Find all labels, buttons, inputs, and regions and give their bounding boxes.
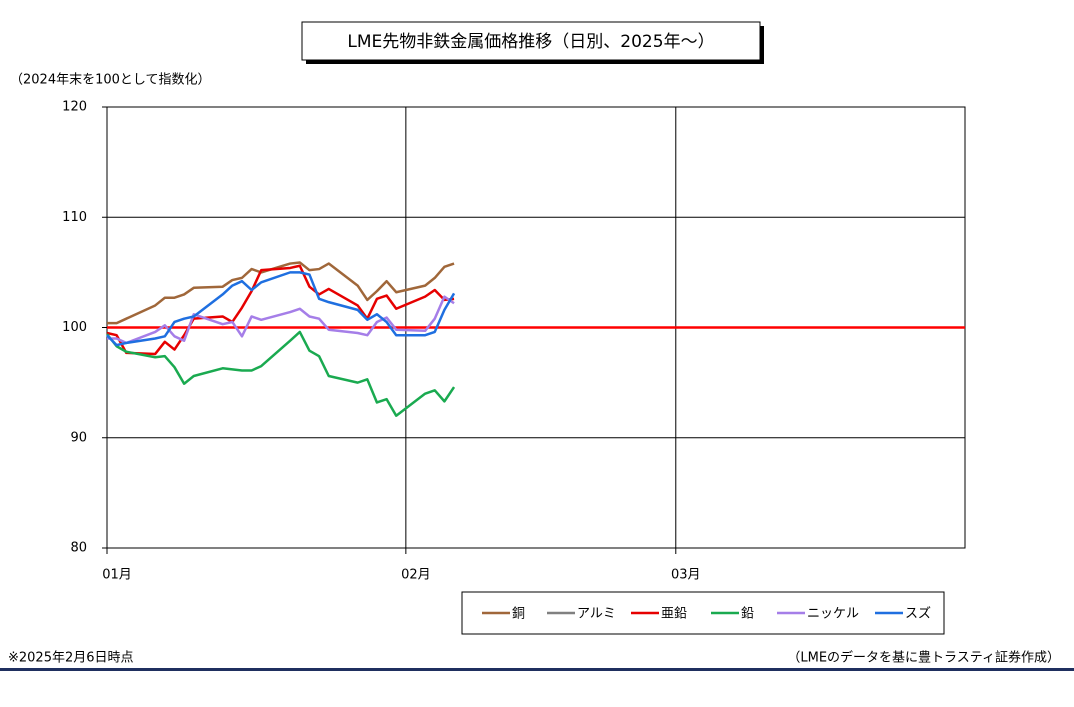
y-tick-label: 120 bbox=[62, 100, 87, 115]
series-line bbox=[106, 271, 456, 347]
x-tick-label: 03月 bbox=[671, 568, 701, 583]
footnote: ※2025年2月6日時点 bbox=[8, 651, 134, 666]
legend-box bbox=[461, 591, 945, 635]
bottom-rule bbox=[0, 668, 1074, 671]
legend-label: ニッケル bbox=[807, 607, 859, 622]
title-box bbox=[301, 21, 761, 61]
legend-label: スズ bbox=[905, 606, 931, 622]
y-tick-label: 90 bbox=[70, 430, 87, 445]
chart-title: LME先物非鉄金属価格推移（日別、2025年～） bbox=[347, 32, 714, 52]
y-tick-label: 80 bbox=[70, 541, 87, 556]
series-line bbox=[107, 295, 455, 345]
y-tick-label: 110 bbox=[62, 210, 87, 225]
y-axis-label: （2024年末を100として指数化） bbox=[10, 73, 211, 88]
legend-label: アルミ bbox=[577, 607, 616, 622]
legend-label: 鉛 bbox=[741, 607, 754, 622]
series-line bbox=[106, 330, 456, 417]
y-tick-label: 100 bbox=[62, 320, 87, 335]
legend-label: 亜鉛 bbox=[661, 607, 687, 622]
series-line bbox=[106, 264, 455, 356]
series-line bbox=[107, 261, 455, 325]
x-tick-label: 01月 bbox=[102, 568, 132, 583]
legend-label: 銅 bbox=[512, 607, 525, 622]
source-note: （LMEのデータを基に豊トラスティ証券作成） bbox=[787, 650, 1060, 666]
x-tick-label: 02月 bbox=[401, 568, 431, 583]
